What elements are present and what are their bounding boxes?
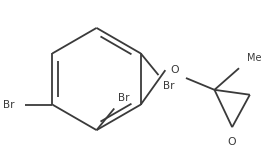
Text: O: O <box>171 65 179 75</box>
Text: O: O <box>228 137 237 147</box>
Text: Br: Br <box>118 93 130 103</box>
Text: Me: Me <box>247 53 261 63</box>
Text: Br: Br <box>163 81 174 91</box>
Text: Br: Br <box>4 100 15 110</box>
